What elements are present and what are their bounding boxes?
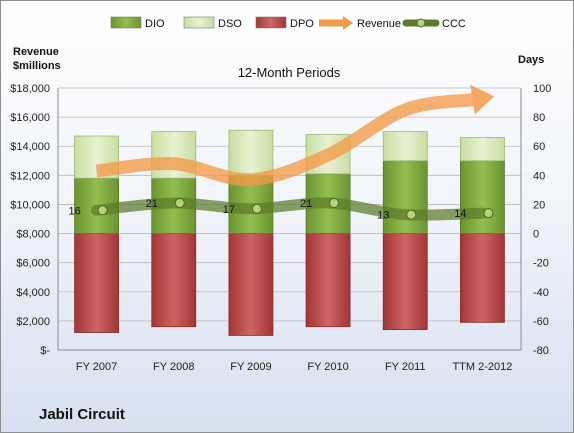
axis-titles: Revenue $millions Days 12-Month Periods Jabi… (13, 46, 544, 423)
y-left-title-line-1: Revenue (13, 46, 59, 58)
legend-swatch-dso (183, 16, 215, 29)
dpo-bar (74, 233, 119, 333)
y-left-tick-label: $- (40, 345, 50, 357)
y-right-tick-label: 100 (533, 83, 551, 95)
legend-label-ccc: CCC (442, 18, 466, 30)
dpo-bar (151, 233, 197, 328)
y-right-tick-label: -80 (533, 345, 549, 357)
legend-swatch-revenue-arrow (343, 16, 353, 30)
dpo-bar (382, 233, 428, 331)
legend-label-revenue: Revenue (357, 18, 401, 30)
ccc-point (406, 209, 417, 220)
y-left-tick-label: $4,000 (16, 287, 50, 299)
tick-labels: $- $2,000 $4,000 $6,000 $8,000 $10,000 $12,000… (10, 83, 551, 373)
y-left-tick-label: $6,000 (16, 258, 50, 270)
dso-bar (228, 129, 274, 176)
y-right-tick-label: 40 (533, 170, 545, 182)
gridlines (57, 87, 522, 351)
y-right-tick-label: -20 (533, 258, 549, 270)
legend-label-dpo: DPO (290, 18, 314, 30)
legend: DIO DSO DPO Revenue CCC (110, 16, 466, 30)
ccc-point (97, 205, 108, 216)
ccc-data-label: 21 (300, 198, 312, 210)
legend-label-dio: DIO (145, 18, 165, 30)
x-tick-label: FY 2007 (76, 361, 117, 373)
ccc-point (483, 208, 494, 219)
dio-bar (460, 160, 505, 234)
dpo-bar (305, 233, 351, 328)
y-right-tick-label: 20 (533, 199, 545, 211)
y-left-tick-label: $16,000 (10, 112, 50, 124)
y-right-tick-label: -60 (533, 316, 549, 328)
ccc-data-label: 21 (146, 198, 158, 210)
y-left-tick-label: $18,000 (10, 83, 50, 95)
y-right-tick-label: 60 (533, 141, 545, 153)
line-group: 16 21 17 21 13 14 (68, 84, 495, 222)
legend-label-dso: DSO (218, 18, 242, 30)
bar-group (74, 129, 505, 336)
ccc-point (174, 197, 185, 208)
x-tick-label: FY 2009 (230, 361, 271, 373)
revenue-line (95, 93, 474, 187)
ccc-data-label: 14 (454, 208, 466, 220)
y-left-tick-label: $2,000 (16, 316, 50, 328)
ccc-data-label: 13 (377, 210, 389, 222)
y-right-title: Days (518, 54, 544, 66)
y-left-tick-label: $14,000 (10, 141, 50, 153)
x-tick-label: TTM 2-2012 (452, 361, 512, 373)
dso-bar (382, 131, 428, 162)
legend-swatch-ccc-marker (416, 18, 426, 28)
y-left-title-line-2: $millions (13, 60, 61, 72)
ccc-point (329, 197, 340, 208)
legend-swatch-dio (110, 16, 142, 29)
dio-bar (382, 160, 428, 234)
ccc-data-label: 16 (68, 205, 80, 217)
y-right-tick-label: -40 (533, 287, 549, 299)
ccc-point (251, 203, 262, 214)
company-name: Jabil Circuit (39, 406, 125, 423)
chart-subtitle: 12-Month Periods (238, 65, 341, 80)
dpo-bar (228, 233, 274, 336)
y-left-tick-label: $10,000 (10, 199, 50, 211)
y-left-tick-label: $12,000 (10, 170, 50, 182)
revenue-arrowhead (470, 84, 495, 115)
y-right-tick-label: 80 (533, 112, 545, 124)
x-tick-label: FY 2008 (153, 361, 194, 373)
y-left-tick-label: $8,000 (16, 229, 50, 241)
y-right-tick-label: 0 (533, 229, 539, 241)
legend-swatch-dpo (255, 16, 287, 29)
dpo-bar (460, 233, 505, 323)
ccc-data-label: 17 (223, 204, 235, 216)
x-tick-label: FY 2011 (385, 361, 426, 373)
dso-bar (460, 137, 505, 162)
x-tick-label: FY 2010 (307, 361, 348, 373)
